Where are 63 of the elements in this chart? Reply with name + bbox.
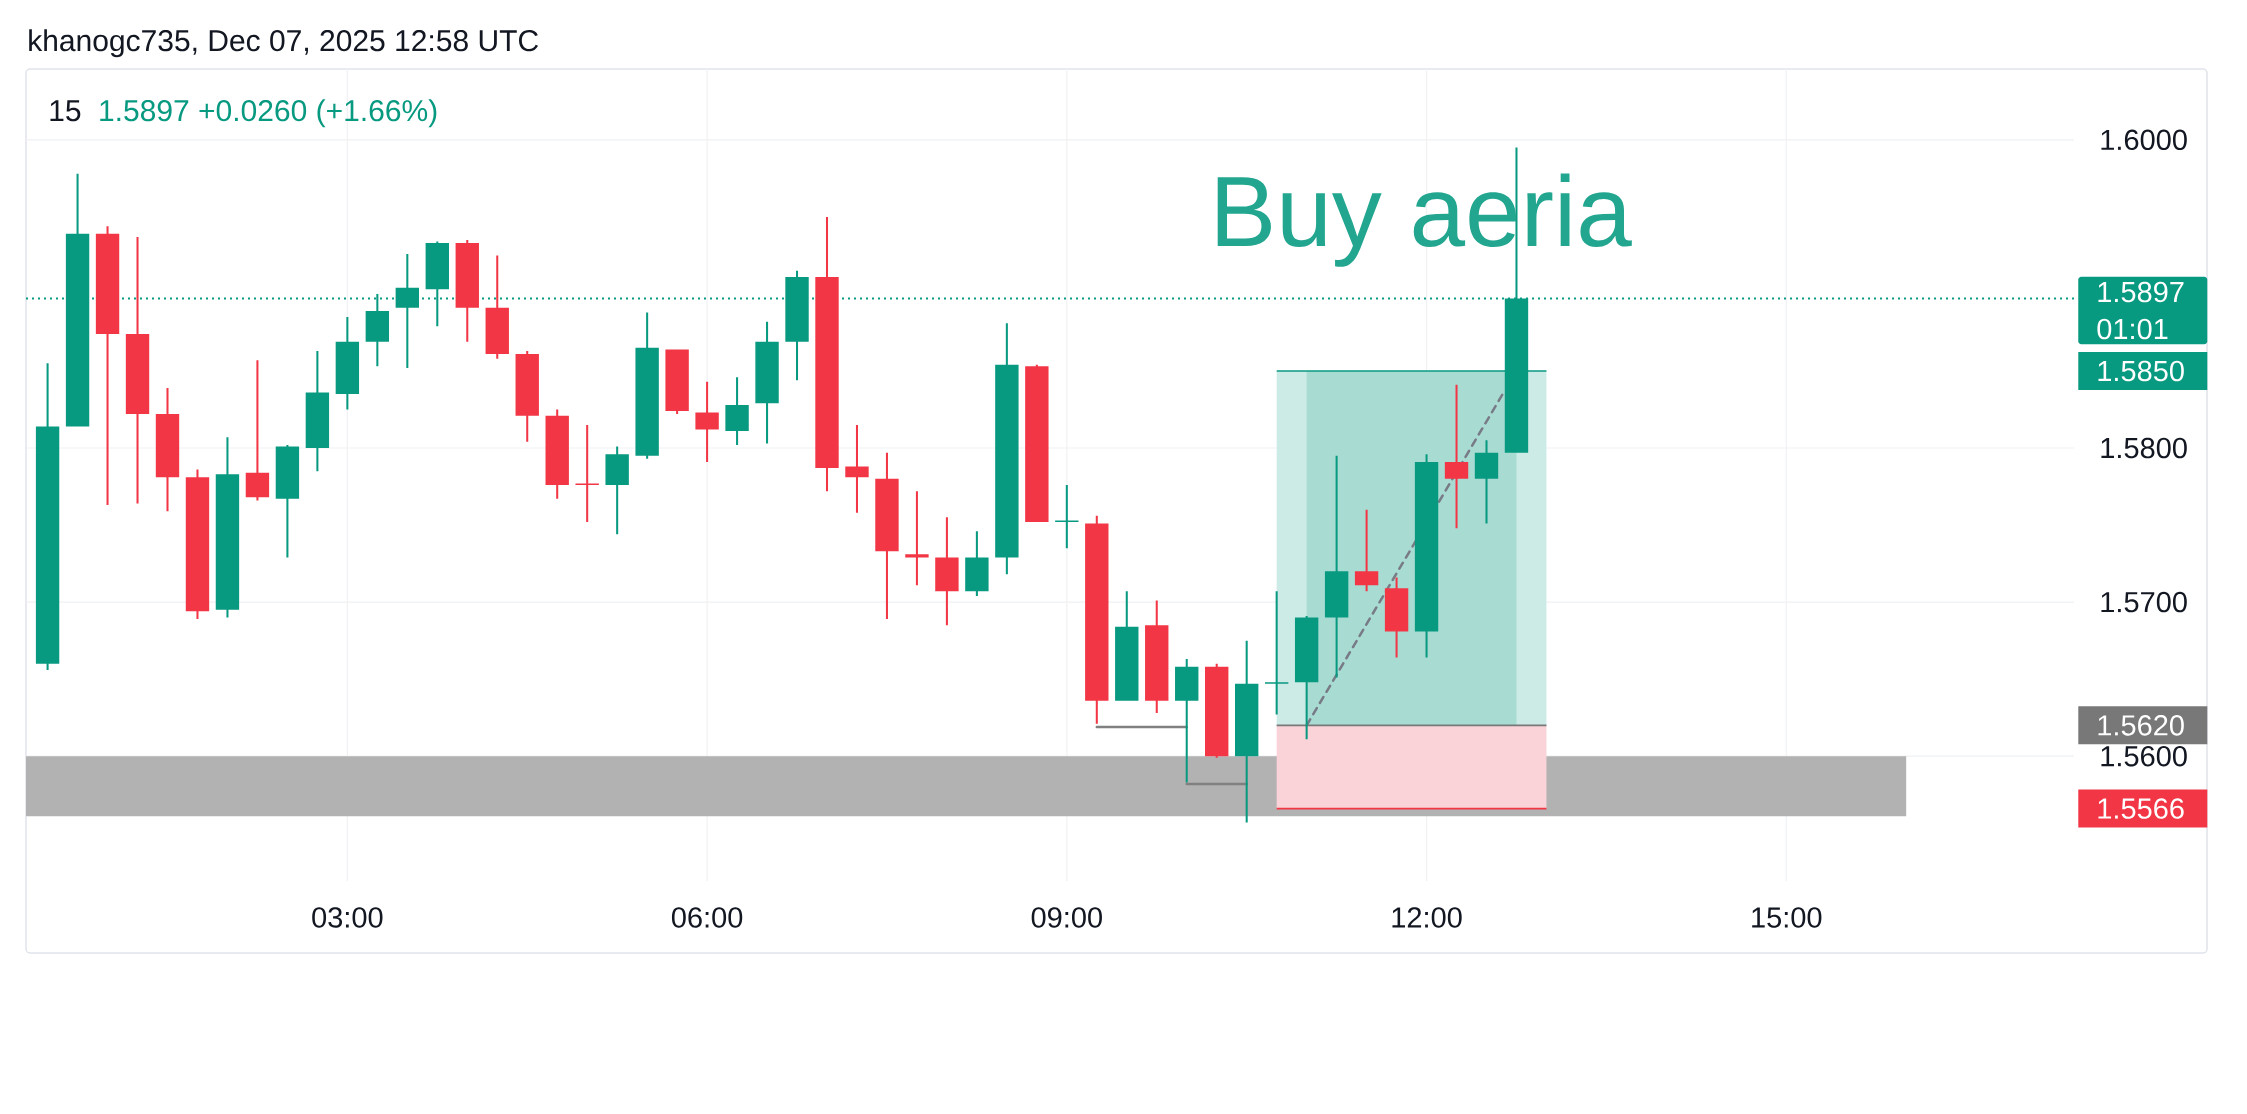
- candlestick: [815, 216, 839, 492]
- candlestick: [995, 323, 1019, 575]
- x-tick-label: 12:00: [1392, 907, 1462, 928]
- candlestick: [515, 350, 539, 442]
- text: 01:01: [2097, 318, 2168, 340]
- candlestick: [1414, 454, 1439, 658]
- x-tick-label: 06:00: [671, 907, 743, 928]
- candlestick: [1025, 364, 1049, 522]
- candlestick: [1384, 577, 1409, 658]
- candlestick: [455, 240, 479, 342]
- candlestick: [695, 381, 719, 462]
- candlestick: [545, 409, 569, 499]
- candlestick: [575, 424, 599, 522]
- candlestick: [305, 350, 330, 472]
- candlestick: [65, 173, 90, 427]
- candlestick: [1145, 600, 1169, 714]
- text: khanogc735, Dec 07, 2025 12:58 UTC: [29, 29, 538, 58]
- candlestick: [905, 491, 929, 586]
- candlestick: [1085, 515, 1109, 724]
- x-tick-label: 03:00: [312, 907, 383, 928]
- candlestick: [155, 387, 180, 512]
- text: 1.5897 +0.0260 (+1.66%): [100, 99, 437, 128]
- candlestick: [935, 517, 959, 626]
- candlestick: [1354, 509, 1379, 592]
- candlestick: [1324, 455, 1349, 678]
- candlestick: [1294, 615, 1319, 740]
- candlestick: [1235, 640, 1259, 823]
- candlestick: [635, 312, 659, 459]
- candlestick: [1474, 440, 1499, 524]
- y2-tick-label: 1.5850: [2098, 360, 2184, 382]
- y-tick-label: 1.5600: [2101, 745, 2187, 767]
- candlestick: [1175, 659, 1199, 783]
- candlestick: [35, 363, 60, 670]
- candlestick: [395, 253, 420, 368]
- text: 15: [50, 100, 81, 122]
- candlestick: [185, 469, 210, 620]
- candlestick: [665, 349, 689, 415]
- y2-tick-label: 1.5620: [2098, 715, 2184, 736]
- candlestick: [965, 531, 989, 596]
- candlestick: [1115, 591, 1139, 701]
- candlestick: [215, 437, 240, 618]
- y-tick-label: 1.6000: [2101, 129, 2187, 151]
- ref-line-label: 1.5897: [2098, 281, 2184, 303]
- candlestick: [1205, 663, 1229, 758]
- x-tick-label: 15:00: [1752, 907, 1822, 928]
- candlestick: [1264, 591, 1289, 715]
- candlestick: [485, 255, 509, 359]
- candlestick: [335, 317, 360, 410]
- x-tick-label: 09:00: [1031, 907, 1102, 928]
- candlestick: [125, 236, 150, 504]
- y-tick-label: 1.5700: [2101, 591, 2187, 613]
- y-tick-label: 1.5800: [2101, 437, 2187, 459]
- candlestick: [725, 377, 749, 445]
- candlestick: [1055, 485, 1079, 549]
- candlestick: [605, 446, 629, 535]
- candlestick: [245, 360, 270, 501]
- candlestick: [755, 321, 779, 444]
- candlestick: [275, 444, 300, 558]
- candlestick: [875, 452, 899, 620]
- y2-tick-label: 1.5566: [2098, 798, 2184, 819]
- candlestick: [1444, 384, 1469, 529]
- candlestick: [95, 226, 120, 506]
- candlestick: [845, 424, 869, 513]
